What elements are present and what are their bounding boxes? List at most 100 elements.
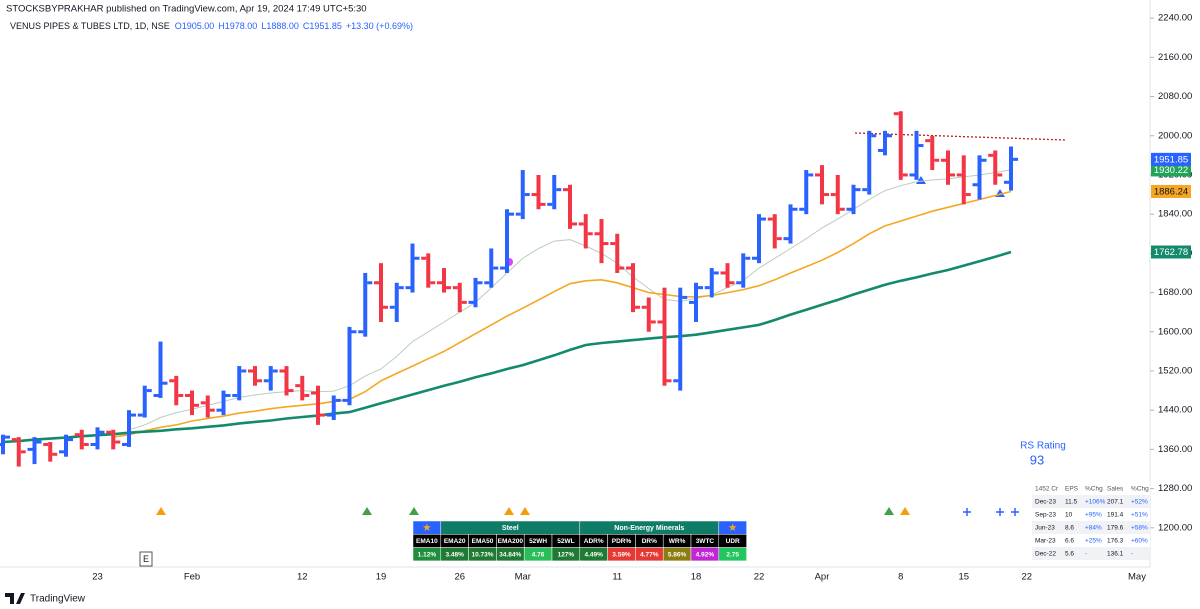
table-column: WR% [669,538,686,545]
price-tag [1151,184,1191,198]
table-column: 52WL [557,538,574,545]
x-tick-label: 8 [898,572,903,583]
fin-cell: %Chg [1085,486,1103,493]
bar-range [394,282,399,322]
bar-close [304,393,310,397]
bar-close [887,134,892,138]
bar-open [311,391,316,395]
price-tag-label: 1951.85 [1154,154,1188,165]
bar-close [776,237,782,241]
table-header: ★ [729,523,738,533]
bar-range [442,268,446,293]
signal-triangle [520,507,530,515]
bar-open [389,305,395,309]
bar-close [824,193,829,197]
bar-close [981,158,987,162]
bar-range [316,385,320,425]
bar-range [615,233,620,273]
low: L1888.00 [261,21,299,31]
bar-close [225,393,231,397]
table-header: Non-Energy Minerals [614,525,684,532]
bar-close [855,188,861,192]
bar-range [16,437,21,467]
bar-open [11,438,17,442]
table-column: EMA50 [472,538,494,545]
bar-close [5,435,10,439]
bar-open [909,173,915,177]
fin-row [1032,521,1150,534]
bar-open [248,369,253,373]
signal-triangle [156,507,166,515]
fin-cell: 5.6 [1065,551,1074,558]
bar-open [657,320,663,324]
bar-open [846,207,852,211]
bar-close [902,173,908,177]
bar-range [64,434,68,457]
bar-range [757,214,761,264]
fin-cell: +58% [1131,525,1148,532]
bar-open [122,442,127,446]
bar-range [426,253,431,288]
fin-cell: 1452 Cr [1035,486,1059,493]
bar-open [405,286,411,290]
bar-open [531,193,537,197]
table-value: 2.75 [726,551,739,558]
bar-close [997,173,1003,177]
bar-close [808,173,814,177]
fin-cell: +25% [1085,538,1102,545]
bar-close [446,286,451,290]
bar-range [867,130,872,195]
table-value: 4.77% [640,551,659,558]
y-tick-label: 1280.00 [1158,483,1192,494]
bar-open [704,286,710,290]
bar-open [720,271,726,275]
bar-close [398,286,404,290]
bar-close [178,393,184,397]
earnings-box[interactable] [139,551,153,567]
bar-close [351,330,357,334]
bar-close [650,320,656,324]
bar-open [358,330,364,334]
table-value: 3.48% [445,551,464,558]
bar-close [209,408,215,412]
rs-label: RS Rating [1020,441,1066,452]
change: +13.30 (+0.69%) [346,21,413,31]
bar-open [279,369,285,373]
bar-range [725,263,730,288]
earnings-marker[interactable]: E [143,554,149,564]
bar-close [83,442,89,446]
bar-range [111,429,116,450]
signal-triangle [884,507,894,515]
bar-open [626,266,631,270]
bar-range [221,390,226,416]
bar-range [835,174,840,215]
x-tick-label: 18 [691,572,702,583]
bar-open [137,413,143,417]
bar-close [99,430,105,434]
bar-close [68,438,73,442]
table-header: ★ [423,523,432,533]
bar-range [772,214,777,249]
bar-close [950,173,955,177]
bar-range [898,111,903,180]
bar-close [745,256,751,260]
bar-close [131,413,136,417]
signal-triangle [409,507,419,515]
bar-close [461,300,467,304]
x-tick-label: 22 [1021,572,1032,583]
table-column: EMA10 [416,538,438,545]
bar-range [599,219,604,264]
bar-open [673,379,679,383]
bar-range [95,427,100,450]
fin-cell: 10 [1065,512,1073,519]
bar-range [993,150,998,185]
x-tick-label: May [1128,572,1146,583]
fin-cell: +60% [1131,538,1148,545]
symbol: VENUS PIPES & TUBES LTD, 1D, NSE [10,21,170,31]
bar-close [839,207,845,211]
x-tick-label: 26 [454,572,465,583]
bar-close [477,281,483,285]
open: O1905.00 [175,21,215,31]
table-value: 4.76 [532,551,545,558]
table-column: 3WTC [696,538,715,545]
